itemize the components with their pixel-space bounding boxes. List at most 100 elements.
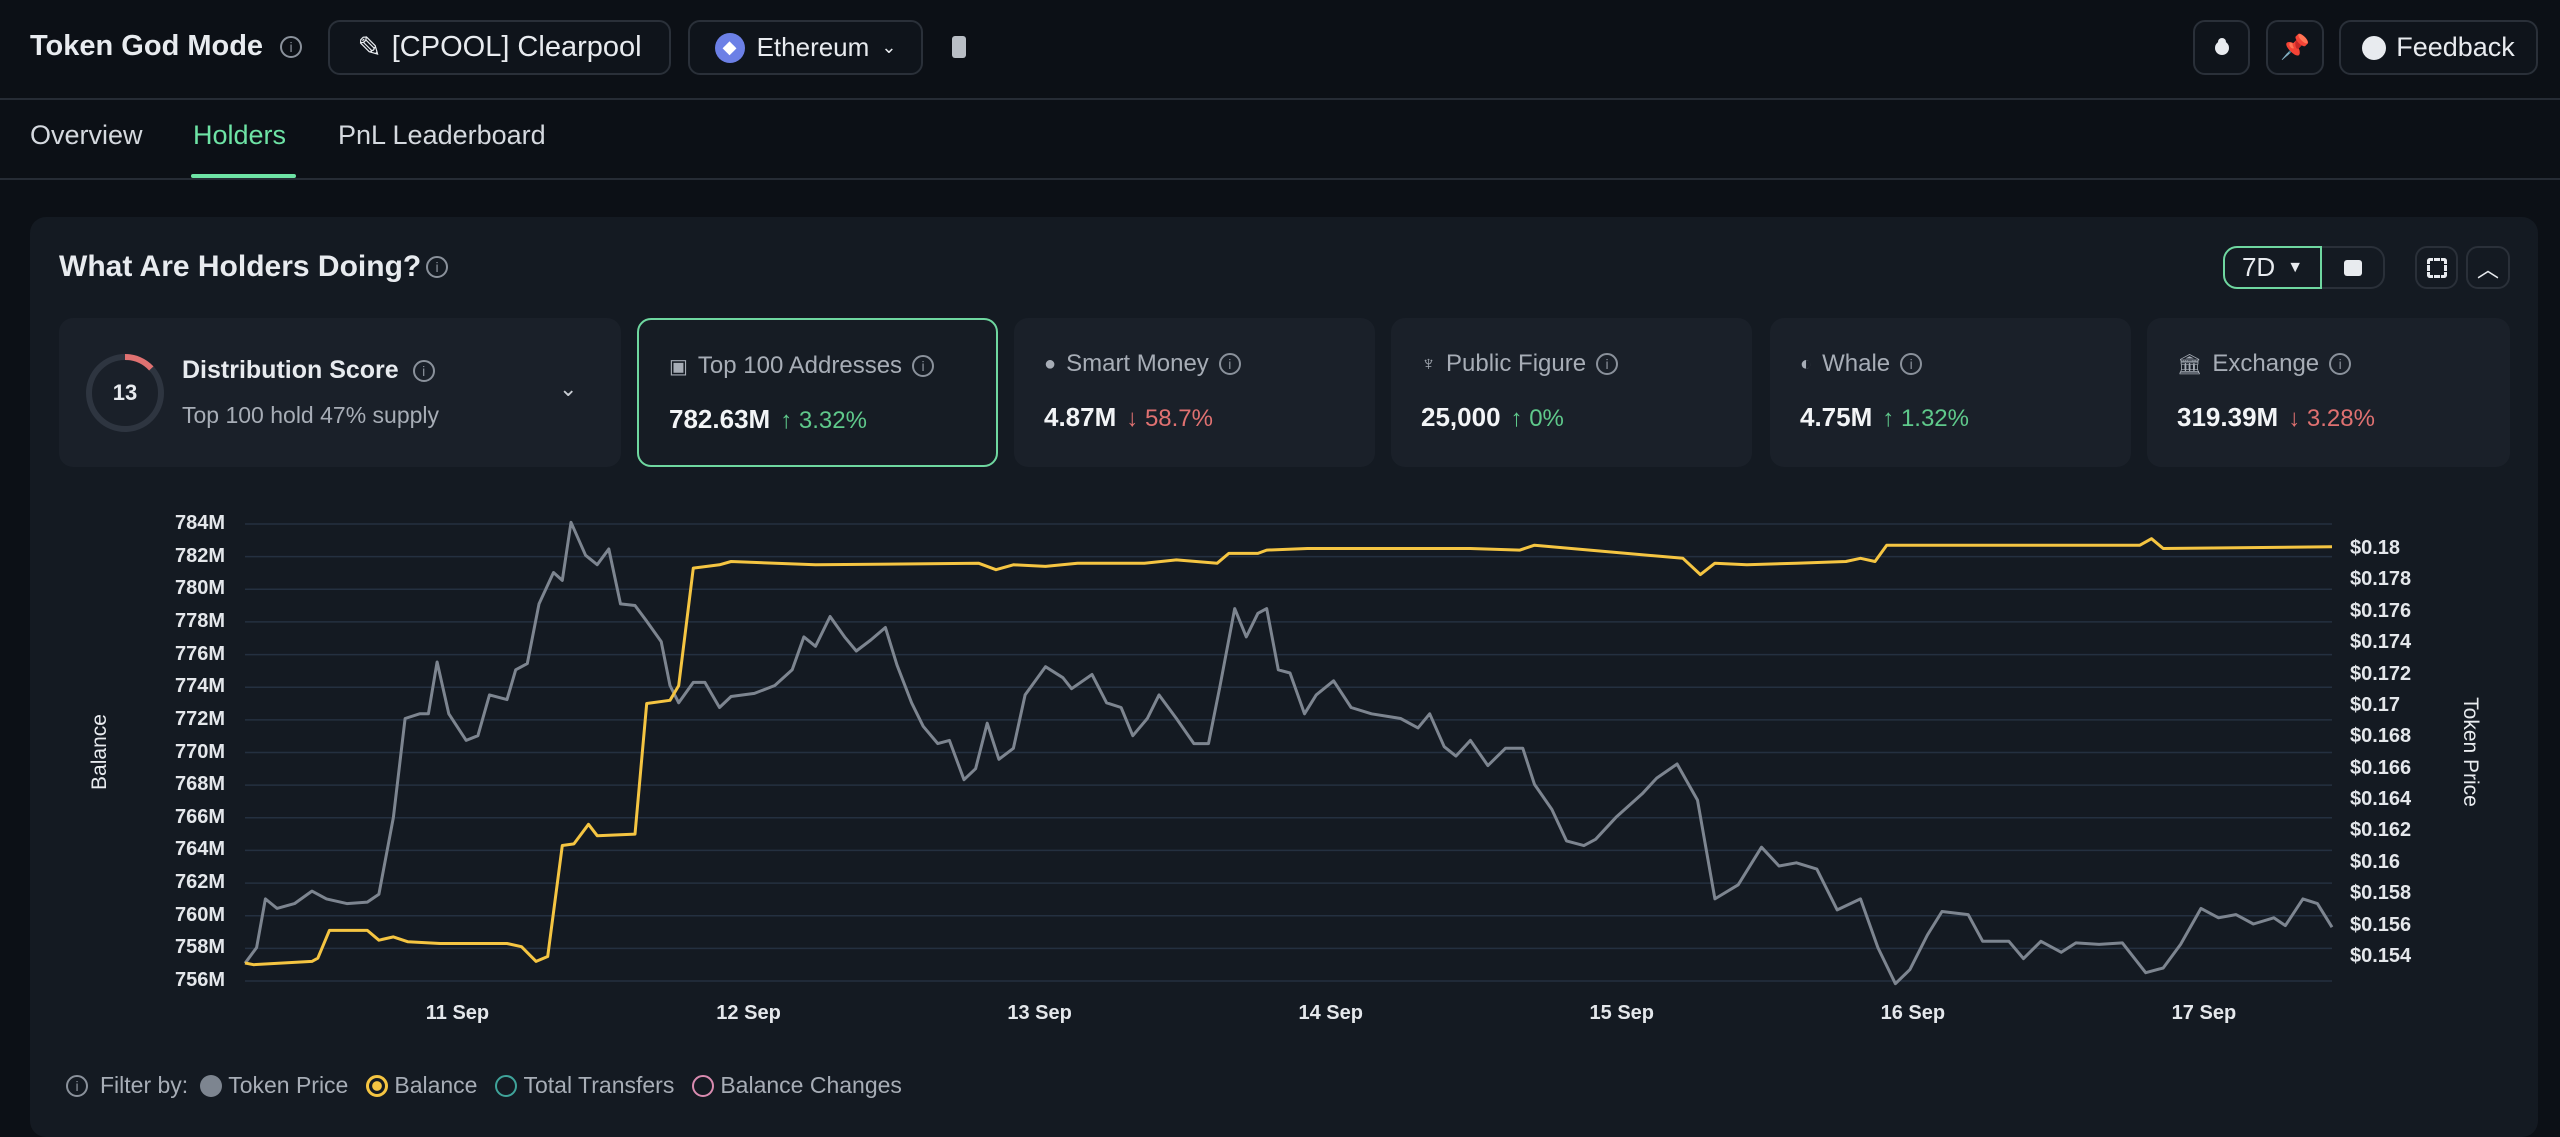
score-value: 13 [112,380,138,405]
info-icon[interactable]: i [1900,353,1923,375]
chart-legend: i Filter by: Token Price Balance Total Tra… [66,1072,910,1099]
stat-card-smart-money[interactable]: ● Smart Money i 4.87M ↓ 58.7% [1014,318,1375,467]
feedback-button[interactable]: Feedback [2339,20,2538,75]
y-tick-label: 760M [174,903,225,926]
y2-tick-label: $0.18 [2350,537,2401,559]
active-tab-underline [191,174,296,178]
card-change: 1.32% [1900,405,1969,432]
legend-marker [200,1074,223,1097]
info-icon[interactable]: i [1596,353,1619,375]
legend-item-balance-changes[interactable]: Balance Changes [692,1072,902,1099]
score-gauge [86,354,164,432]
chat-bubble-icon [2362,35,2387,60]
info-icon[interactable]: i [1218,353,1241,375]
arrow-down-icon: ↓ [1126,405,1139,432]
legend-item-balance[interactable]: Balance [366,1072,477,1099]
chevron-down-icon[interactable]: ⌄ [559,376,578,401]
y-tick-label: 772M [174,707,225,730]
tab-overview[interactable]: Overview [30,120,143,150]
x-tick-label: 11 Sep [425,1002,490,1024]
y-tick-label: 766M [174,805,225,828]
legend-label: Balance [394,1072,478,1098]
chevron-down-icon: ⌄ [881,37,897,57]
y-tick-label: 768M [174,773,225,796]
arrow-down-icon: ↓ [2288,405,2301,432]
x-tick-label: 13 Sep [1007,1002,1072,1024]
stat-card-whale[interactable]: ◐ Whale i 4.75M ↑ 1.32% [1770,318,2131,467]
score-gauge-fill [86,354,164,432]
pin-button[interactable]: 📌 [2266,20,2324,75]
page-title: Token God Mode [30,30,264,62]
card-change: 3.32% [798,407,867,434]
legend-item-total-transfers[interactable]: Total Transfers [495,1072,674,1099]
chevron-up-icon: ︿ [2476,256,2499,282]
x-tick-label: 16 Sep [1880,1002,1946,1024]
card-change: 58.7% [1144,405,1213,432]
arrow-up-icon: ↑ [1882,405,1895,432]
y2-tick-label: $0.174 [2350,631,2412,654]
series-line-balance [244,537,2333,967]
calendar-button[interactable] [2322,246,2385,289]
distribution-score-card[interactable]: 13 Distribution Score i Top 100 hold 47%… [59,318,621,467]
watch-button[interactable] [2193,20,2250,75]
info-icon[interactable]: i [280,36,302,58]
card-value: 25,000 [1421,402,1501,432]
legend-marker [495,1074,518,1097]
y2-tick-label: $0.17 [2350,693,2401,716]
token-selector-button[interactable]: ✎ [CPOOL] Clearpool [328,20,671,75]
card-value: 4.87M [1044,402,1117,432]
legend-label: Token Price [228,1072,349,1098]
pin-icon: 📌 [2280,34,2310,61]
stat-card-top-100-addresses[interactable]: ▣ Top 100 Addresses i 782.63M ↑ 3.32% [637,318,998,467]
info-icon[interactable]: i [426,256,448,278]
y-tick-label: 774M [174,675,225,698]
range-label: 7D [2241,252,2276,282]
y2-tick-label: $0.178 [2350,568,2412,591]
x-tick-label: 15 Sep [1589,1002,1654,1024]
range-dropdown[interactable]: 7D ▼ [2223,246,2322,289]
series-line-token-price [243,520,2334,986]
money-icon: ▣ [669,355,688,378]
y2-tick-label: $0.176 [2350,599,2412,622]
sunglasses-icon: ● [1044,352,1057,375]
y2-tick-label: $0.154 [2350,945,2412,967]
feedback-label: Feedback [2396,32,2515,62]
tabs-divider [0,178,2560,180]
stat-card-public-figure[interactable]: ♆ Public Figure i 25,000 ↑ 0% [1391,318,1752,467]
x-tick-label: 12 Sep [716,1002,781,1024]
y2-tick-label: $0.166 [2350,756,2412,779]
y2-tick-label: $0.156 [2350,913,2412,936]
y2-tick-label: $0.172 [2350,662,2412,685]
info-icon[interactable]: i [66,1074,88,1097]
fullscreen-button[interactable] [2415,246,2458,289]
tab-holders[interactable]: Holders [193,120,287,150]
stat-card-exchange[interactable]: 🏛 Exchange i 319.39M ↓ 3.28% [2147,318,2510,467]
expand-icon [2426,257,2447,278]
eye-icon [2214,40,2229,55]
legend-item-token-price[interactable]: Token Price [200,1072,348,1099]
y-tick-label: 782M [174,544,225,567]
tab-pnl-leaderboard[interactable]: PnL Leaderboard [338,120,546,150]
y-tick-label: 784M [174,512,225,534]
card-label: Exchange [2212,350,2320,377]
info-icon[interactable]: i [2329,353,2352,375]
calendar-icon [2343,259,2362,276]
y2-tick-label: $0.16 [2350,850,2401,873]
info-icon[interactable]: i [912,355,935,377]
info-icon[interactable]: i [412,359,435,382]
card-change: 3.28% [2306,405,2375,432]
ethereum-icon: ◆ [714,32,745,63]
distribution-title: Distribution Score [182,356,399,384]
collapse-button[interactable]: ︿ [2466,246,2510,289]
legend-marker [692,1074,715,1097]
y2-tick-label: $0.164 [2350,788,2412,811]
copy-icon[interactable] [952,36,966,58]
y-tick-label: 764M [174,838,225,861]
chain-selector-button[interactable]: ◆ Ethereum ⌄ [688,20,923,75]
legend-label: Balance Changes [720,1072,902,1098]
y-tick-label: 762M [174,871,225,894]
card-label: Whale [1822,350,1891,377]
y2-tick-label: $0.158 [2350,882,2412,905]
y2-tick-label: $0.168 [2350,725,2412,748]
